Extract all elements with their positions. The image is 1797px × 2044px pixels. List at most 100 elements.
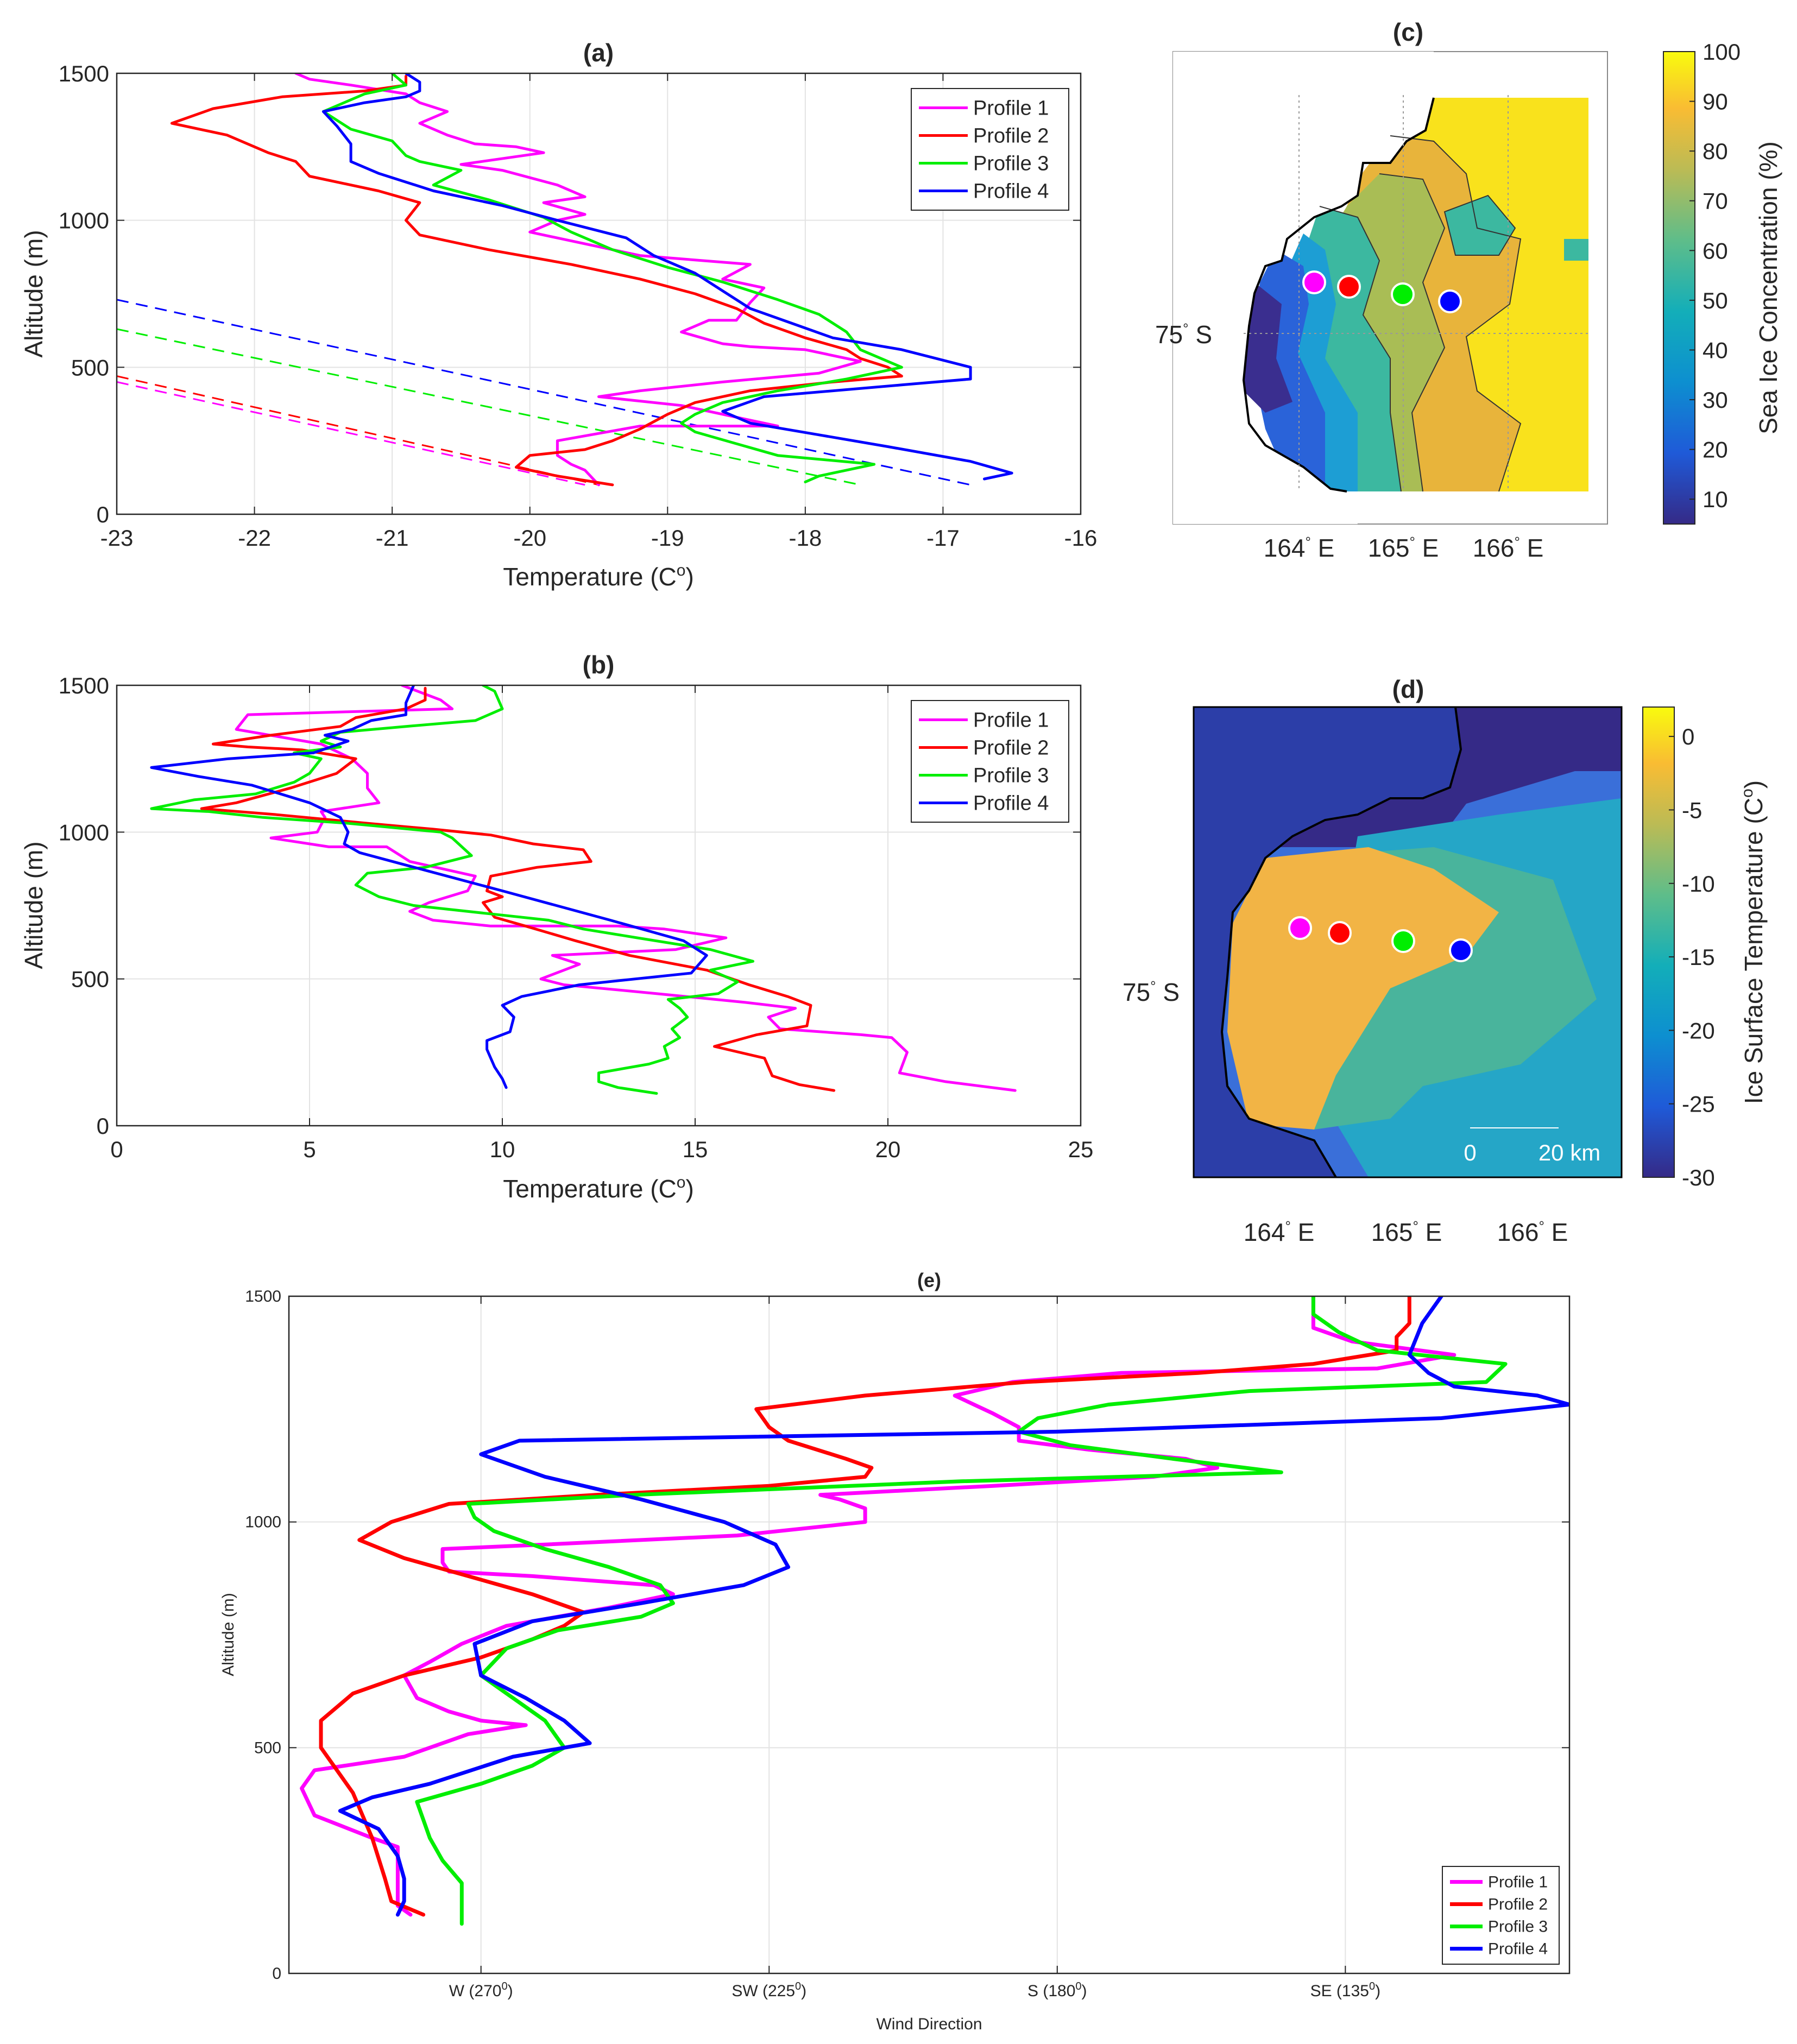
colorbar-tick-label: -15 — [1682, 944, 1715, 970]
ice-region-teal-right — [1564, 239, 1588, 261]
panel-e: W (2700) SW (2250) S (1800) SE (1350) 0 500 10… — [219, 1269, 1571, 2033]
series-line-profile-1 — [300, 1296, 1456, 1917]
x-tick-label: -18 — [789, 525, 822, 551]
legend-e: Profile 1 Profile 2 Profile 3 Profile 4 — [1442, 1866, 1560, 1965]
colorbar-label-c: Sea Ice Concentration (%) — [1754, 141, 1782, 434]
x-tick-label: SE (1350) — [1310, 1980, 1381, 2000]
panel-d: (d) 0 20 km 75° S 164° E 165° E 166° E 0… — [1123, 675, 1768, 1246]
colorbar-ticks-d: 0 -5 -10 -15 -20 -25 -30 — [1669, 724, 1715, 1190]
y-tick-label: 0 — [97, 1113, 109, 1139]
colorbar-tick-label: 80 — [1703, 138, 1728, 164]
legend-label-profile-1: Profile 1 — [1488, 1873, 1548, 1891]
colorbar-tick-label: 70 — [1703, 188, 1728, 214]
legend-label-profile-3: Profile 3 — [973, 765, 1049, 787]
y-tick-label: 1500 — [245, 1288, 281, 1305]
colorbar-tick-label: -30 — [1682, 1165, 1715, 1190]
ticks-a: -23 -22 -21 -20 -19 -18 -17 -16 0 500 1000 1500 — [59, 61, 1098, 551]
title-e: (e) — [917, 1269, 941, 1291]
title-c: (c) — [1393, 18, 1423, 46]
lon-label-166-d: 166° E — [1497, 1218, 1568, 1246]
x-tick-label: -23 — [100, 525, 134, 551]
dashed-reference-line — [117, 299, 971, 486]
x-tick-label: 25 — [1068, 1137, 1094, 1162]
colorbar-tick-label: -10 — [1682, 871, 1715, 897]
legend-label-profile-4: Profile 4 — [1488, 1940, 1548, 1958]
colorbar-tick-label: 50 — [1703, 288, 1728, 313]
y-tick-label: 500 — [71, 355, 109, 380]
land-mask — [1173, 52, 1434, 524]
axes-box-e — [288, 1295, 1571, 1974]
series-line-profile-4 — [150, 685, 708, 1089]
colorbar-ticks-c: 10 20 30 40 50 60 70 80 90 100 — [1689, 39, 1741, 512]
title-b: (b) — [583, 651, 615, 679]
legend-label-profile-1: Profile 1 — [973, 709, 1049, 732]
dashed-lines-a — [117, 299, 971, 486]
legend-label-profile-4: Profile 4 — [973, 792, 1049, 815]
x-tick-label: -16 — [1064, 525, 1098, 551]
marker-profile-3-d — [1391, 929, 1415, 953]
series-line-profile-1 — [235, 685, 1017, 1092]
y-tick-label: 0 — [97, 502, 109, 527]
colorbar-tick-label: -5 — [1682, 797, 1702, 823]
series-line-profile-2 — [200, 686, 836, 1092]
dashed-reference-line — [117, 328, 861, 486]
series-e — [300, 1296, 1569, 1926]
lon-label-164-c: 164° E — [1264, 534, 1335, 562]
series-a — [170, 73, 1013, 487]
sea-ice-field — [1173, 52, 1588, 524]
marker-profile-2-c — [1337, 275, 1361, 299]
y-tick-label: 0 — [272, 1965, 281, 1983]
colorbar-tick-label: -20 — [1682, 1018, 1715, 1043]
legend-label-profile-4: Profile 4 — [973, 180, 1049, 203]
title-a: (a) — [583, 39, 614, 67]
y-tick-label: 500 — [254, 1739, 281, 1757]
xlabel-b: Temperature (Co) — [503, 1174, 694, 1203]
land-dark-region — [1194, 707, 1461, 1177]
marker-profile-3-c — [1391, 282, 1415, 306]
legend-b: Profile 1 Profile 2 Profile 3 Profile 4 — [911, 700, 1069, 823]
y-tick-label: 1500 — [59, 61, 109, 86]
colorbar-tick-label: 10 — [1703, 487, 1728, 512]
panel-a: -23 -22 -21 -20 -19 -18 -17 -16 0 500 1000 1500 (a)… — [20, 39, 1097, 591]
y-tick-label: 1000 — [245, 1513, 281, 1531]
scalebar-d: 0 20 km — [1464, 1127, 1600, 1165]
ylabel-a: Altitude (m) — [20, 230, 48, 357]
legend-label-profile-2: Profile 2 — [973, 125, 1049, 148]
colorbar-label-d: Ice Surface Temperature (Co) — [1738, 780, 1768, 1104]
legend-label-profile-3: Profile 3 — [973, 153, 1049, 175]
x-tick-label: W (2700) — [449, 1980, 513, 2000]
series-line-profile-1 — [294, 73, 862, 487]
ylabel-b: Altitude (m) — [20, 841, 48, 969]
axes-box-b — [116, 684, 1082, 1127]
colorbar-c — [1663, 51, 1695, 525]
series-line-profile-3 — [321, 73, 903, 483]
xlabel-a: Temperature (Co) — [503, 562, 694, 591]
scalebar-end: 20 km — [1539, 1140, 1600, 1165]
legend-label-profile-2: Profile 2 — [1488, 1896, 1548, 1914]
series-line-profile-3 — [415, 1296, 1508, 1926]
y-tick-label: 1500 — [59, 673, 109, 698]
colorbar-tick-label: 90 — [1703, 89, 1728, 115]
series-line-profile-2 — [319, 1296, 1411, 1917]
legend-a: Profile 1 Profile 2 Profile 3 Profile 4 — [911, 88, 1069, 211]
x-tick-label: 0 — [110, 1137, 123, 1162]
marker-profile-4-c — [1438, 289, 1462, 313]
colorbar-tick-label: 0 — [1682, 724, 1694, 749]
series-line-profile-3 — [150, 685, 754, 1095]
lon-label-166-c: 166° E — [1473, 534, 1544, 562]
y-tick-label: 1000 — [59, 819, 109, 845]
ice-region-teal-mid — [1445, 195, 1515, 255]
x-tick-label: -22 — [238, 525, 271, 551]
map-frame-d — [1193, 706, 1623, 1178]
x-tick-label: SW (2250) — [732, 1980, 806, 2000]
x-tick-label: 5 — [303, 1137, 316, 1162]
xlabel-e: Wind Direction — [876, 2015, 982, 2033]
x-tick-label: -21 — [376, 525, 409, 551]
colorbar-tick-label: 30 — [1703, 387, 1728, 413]
series-line-profile-2 — [170, 74, 903, 487]
ticks-b: 0 5 10 15 20 25 0 500 1000 1500 — [59, 673, 1094, 1162]
dashed-reference-line — [117, 381, 585, 486]
legend-label-profile-1: Profile 1 — [973, 97, 1049, 120]
colorbar-tick-label: 100 — [1703, 39, 1741, 65]
